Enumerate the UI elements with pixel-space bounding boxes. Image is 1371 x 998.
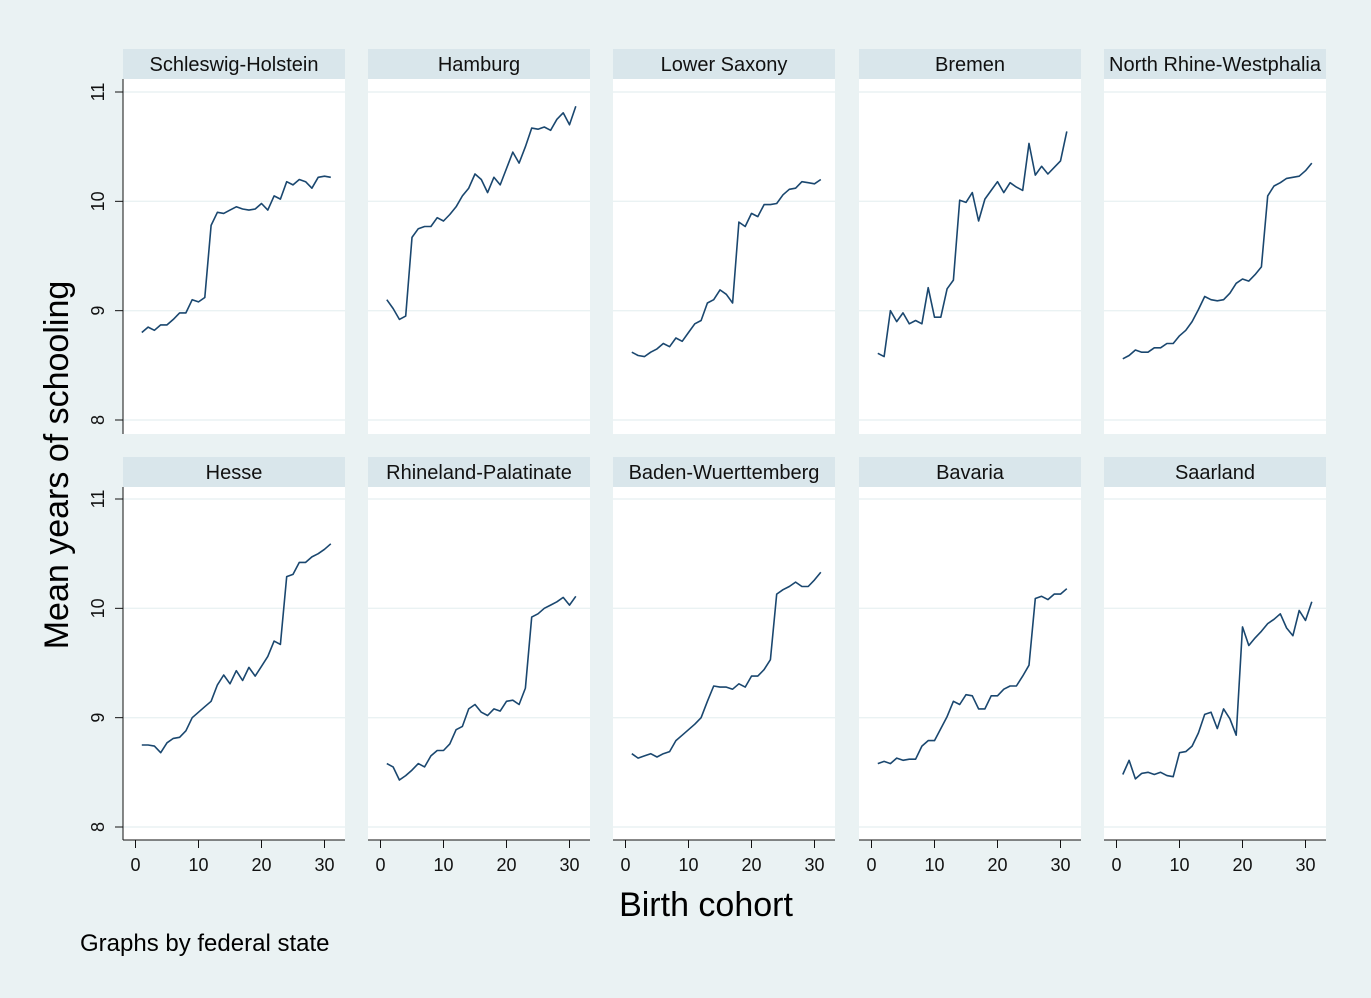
panel-strip [368, 457, 590, 487]
series-line-lower-saxony [631, 178, 822, 358]
panel-title: Hamburg [438, 54, 520, 76]
panel-background [368, 487, 590, 840]
panel-strip [123, 457, 345, 487]
x-tick-label: 20 [251, 855, 271, 875]
panel-strip [368, 49, 590, 79]
y-axis-row-1: 8 9 10 11 [88, 79, 124, 434]
x-axis-hesse: 0 10 20 30 [123, 839, 345, 875]
facet-panels: Schleswig-Holstein Hamburg Lower Saxony Bre… [123, 49, 1326, 840]
panel-title: Rhineland-Palatinate [386, 462, 572, 484]
panel-hesse: Hesse [123, 457, 345, 840]
series-line-hesse [141, 543, 332, 754]
x-tick-label: 20 [1232, 855, 1252, 875]
y-tick-label: 9 [88, 713, 108, 723]
panel-background [368, 79, 590, 434]
panel-strip [613, 457, 835, 487]
panel-strip [123, 49, 345, 79]
x-tick-label: 10 [433, 855, 453, 875]
series-line-north-rhine-westphalia [1122, 162, 1313, 360]
panel-background [613, 487, 835, 840]
panel-north-rhine-westphalia: North Rhine-Westphalia [1104, 49, 1326, 434]
y-tick-label: 11 [88, 83, 108, 102]
x-tick-label: 10 [188, 855, 208, 875]
panel-hamburg: Hamburg [368, 49, 590, 434]
panel-background [859, 79, 1081, 434]
panel-title: Bavaria [936, 462, 1005, 484]
x-tick-label: 20 [496, 855, 516, 875]
panel-bavaria: Bavaria [859, 457, 1081, 840]
series-line-bremen [877, 131, 1068, 358]
x-tick-label: 10 [678, 855, 698, 875]
x-tick-label: 30 [314, 855, 334, 875]
x-axis-baden-wuerttemberg: 0 10 20 30 [613, 839, 835, 875]
x-tick-label: 10 [1169, 855, 1189, 875]
panel-title: Lower Saxony [661, 54, 788, 76]
x-tick-label: 0 [1111, 855, 1121, 875]
x-tick-label: 10 [924, 855, 944, 875]
series-line-saarland [1122, 601, 1313, 780]
panel-title: Saarland [1175, 462, 1255, 484]
panel-background [1104, 487, 1326, 840]
x-tick-label: 30 [1050, 855, 1070, 875]
x-tick-label: 30 [559, 855, 579, 875]
panel-strip [859, 457, 1081, 487]
panel-title: Baden-Wuerttemberg [629, 462, 820, 484]
panel-background [613, 79, 835, 434]
panel-baden-wuerttemberg: Baden-Wuerttemberg [613, 457, 835, 840]
panel-title: Schleswig-Holstein [150, 54, 319, 76]
x-tick-label: 0 [375, 855, 385, 875]
x-axis-saarland: 0 10 20 30 [1104, 839, 1326, 875]
panel-background [123, 79, 345, 434]
x-tick-label: 0 [130, 855, 140, 875]
panel-strip [859, 49, 1081, 79]
panel-rhineland-palatinate: Rhineland-Palatinate [368, 457, 590, 840]
graph-note: Graphs by federal state [80, 930, 329, 957]
panel-background [123, 487, 345, 840]
panel-strip [1104, 49, 1326, 79]
x-tick-label: 0 [620, 855, 630, 875]
y-tick-label: 10 [88, 598, 108, 618]
y-axes: 8 9 10 11 8 9 10 11 [88, 79, 124, 840]
y-tick-label: 10 [88, 191, 108, 211]
panel-title: Bremen [935, 54, 1005, 76]
panel-saarland: Saarland [1104, 457, 1326, 840]
panel-strip [613, 49, 835, 79]
y-tick-label: 11 [88, 490, 108, 509]
y-tick-label: 9 [88, 306, 108, 316]
panel-background [859, 487, 1081, 840]
y-axis-title: Mean years of schooling [38, 281, 76, 650]
x-axis-bavaria: 0 10 20 30 [859, 839, 1081, 875]
y-tick-label: 8 [88, 415, 108, 425]
y-axis-row-2: 8 9 10 11 [88, 487, 124, 840]
y-tick-label: 8 [88, 822, 108, 832]
x-tick-label: 20 [741, 855, 761, 875]
x-tick-label: 30 [804, 855, 824, 875]
x-tick-label: 20 [987, 855, 1007, 875]
x-tick-label: 30 [1295, 855, 1315, 875]
x-axis-title: Birth cohort [619, 886, 793, 924]
panel-bremen: Bremen [859, 49, 1081, 434]
x-tick-label: 0 [866, 855, 876, 875]
panel-lower-saxony: Lower Saxony [613, 49, 835, 434]
series-line-baden-wuerttemberg [631, 571, 822, 759]
series-line-bavaria [877, 588, 1068, 765]
panel-title: Hesse [206, 462, 263, 484]
panel-background [1104, 79, 1326, 434]
x-axes: 0 10 20 30 0 10 20 30 0 10 20 30 0 10 20 30 0 10 20 30 [123, 839, 1326, 875]
series-line-schleswig-holstein [141, 175, 331, 334]
series-line-rhineland-palatinate [386, 595, 577, 781]
x-axis-rhineland-palatinate: 0 10 20 30 [368, 839, 590, 875]
series-line-hamburg [386, 105, 577, 321]
panel-strip [1104, 457, 1326, 487]
panel-schleswig-holstein: Schleswig-Holstein [123, 49, 345, 434]
panel-title: North Rhine-Westphalia [1109, 54, 1322, 76]
